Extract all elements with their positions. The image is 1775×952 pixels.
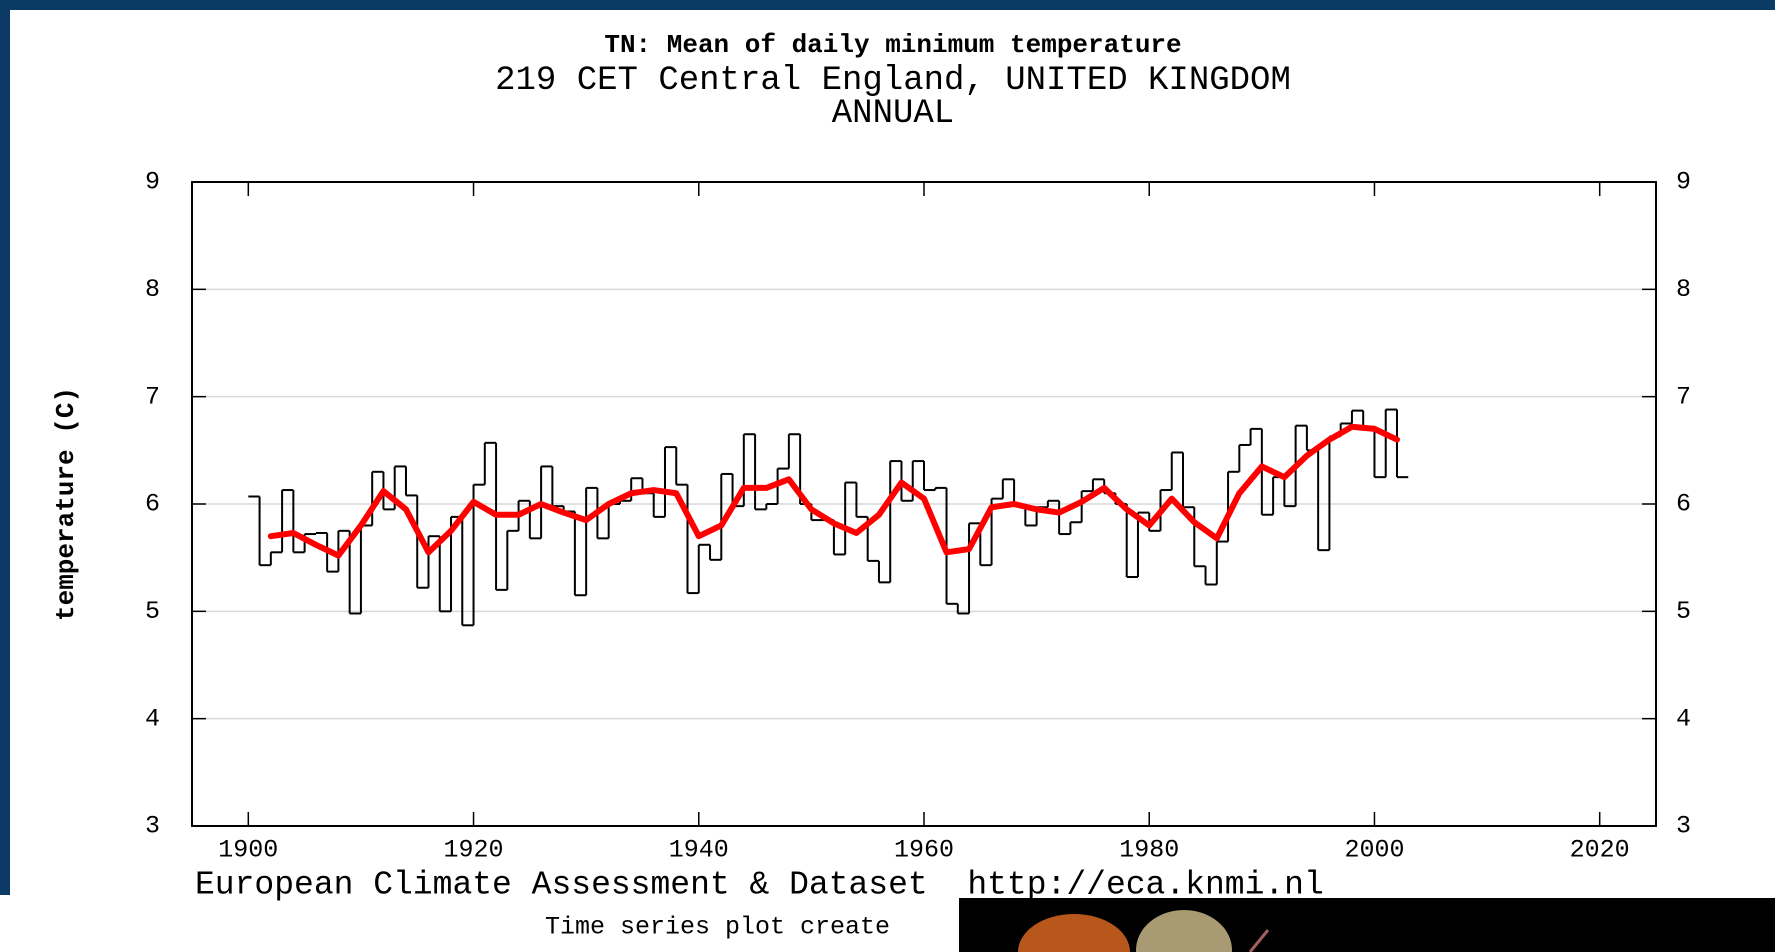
x-tick-label: 1920 xyxy=(444,836,504,865)
y2-tick-label: 6 xyxy=(1676,490,1691,519)
footnote: Time series plot create xyxy=(545,913,890,942)
y-axis-label: temperature (C) xyxy=(51,387,81,621)
x-tick-label: 1940 xyxy=(669,836,729,865)
y-tick-label: 4 xyxy=(145,704,160,733)
y2-tick-label: 3 xyxy=(1676,812,1691,841)
x-tick-label: 1980 xyxy=(1119,836,1179,865)
chart: TN: Mean of daily minimum temperature 21… xyxy=(51,30,1691,942)
overlay-thumbnail xyxy=(959,898,1775,952)
smoothed-line xyxy=(267,423,1400,559)
y-tick-label: 3 xyxy=(145,812,160,841)
overlay-blob xyxy=(1136,910,1232,952)
y2-tick-label: 4 xyxy=(1676,704,1691,733)
footer: European Climate Assessment & Dataset ht… xyxy=(195,867,1324,904)
overlay-stroke xyxy=(1248,929,1270,952)
y-tick-label: 7 xyxy=(145,382,160,411)
y2-tick-label: 7 xyxy=(1676,382,1691,411)
x-tick-label: 1900 xyxy=(218,836,278,865)
chart-subtitle: 219 CET Central England, UNITED KINGDOM xyxy=(495,62,1291,100)
y-tick-label: 6 xyxy=(145,490,160,519)
y-tick-label: 9 xyxy=(145,168,160,197)
panel xyxy=(10,10,1775,952)
x-tick-label: 2020 xyxy=(1570,836,1630,865)
x-tick-label: 1960 xyxy=(894,836,954,865)
y2-tick-label: 5 xyxy=(1676,597,1691,626)
chart-title: TN: Mean of daily minimum temperature xyxy=(604,30,1181,60)
plot-frame xyxy=(191,181,1657,827)
panel-corner xyxy=(0,895,10,952)
x-tick-label: 2000 xyxy=(1344,836,1404,865)
y-tick-label: 5 xyxy=(145,597,160,626)
y2-tick-label: 8 xyxy=(1676,275,1691,304)
chart-period: ANNUAL xyxy=(832,95,954,133)
y-tick-label: 8 xyxy=(145,275,160,304)
overlay-blob xyxy=(1018,914,1130,952)
y2-tick-label: 9 xyxy=(1676,168,1691,197)
